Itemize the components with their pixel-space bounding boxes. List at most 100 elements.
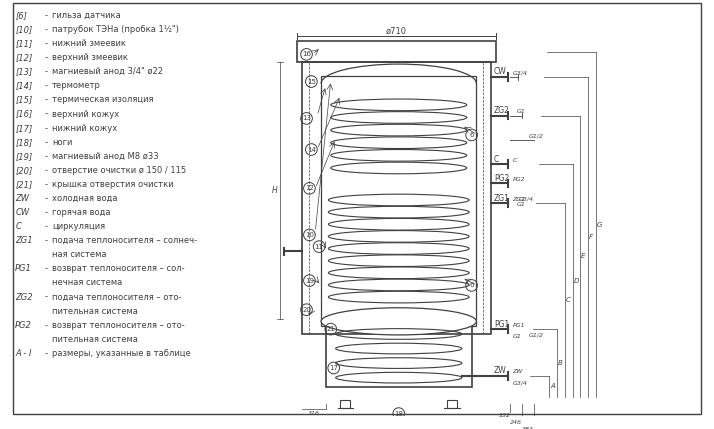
Text: крышка отверстия очистки: крышка отверстия очистки — [52, 180, 174, 189]
Text: ноги: ноги — [52, 138, 73, 147]
Text: -: - — [44, 166, 47, 175]
Text: G1: G1 — [517, 202, 526, 207]
Text: -: - — [44, 96, 47, 105]
Text: [19]: [19] — [15, 152, 33, 161]
Text: 6: 6 — [469, 132, 474, 138]
Text: PG1: PG1 — [15, 264, 32, 273]
Bar — [297, 41, 496, 62]
Text: G1/2: G1/2 — [529, 332, 544, 338]
Text: -: - — [44, 11, 47, 20]
Text: G3/4: G3/4 — [513, 70, 528, 76]
Text: PG1: PG1 — [494, 320, 509, 329]
Text: 6: 6 — [469, 282, 474, 288]
Text: [20]: [20] — [15, 166, 33, 175]
Text: термометр: термометр — [52, 82, 101, 91]
Text: -: - — [44, 222, 47, 231]
Text: -: - — [44, 293, 47, 302]
Text: [17]: [17] — [15, 124, 33, 133]
Text: -: - — [44, 194, 47, 203]
Text: ZG2: ZG2 — [15, 293, 33, 302]
Text: ная система: ная система — [52, 251, 106, 260]
Text: G: G — [597, 222, 602, 228]
Text: B: B — [558, 360, 563, 366]
Text: 12: 12 — [305, 185, 314, 191]
Text: верхний кожух: верхний кожух — [52, 109, 119, 118]
Text: G1/2: G1/2 — [529, 133, 544, 139]
Text: [14]: [14] — [15, 82, 33, 91]
Bar — [321, 76, 476, 326]
Text: 17: 17 — [329, 365, 338, 371]
Text: CW: CW — [494, 67, 507, 76]
Text: [16]: [16] — [15, 109, 33, 118]
Text: ZG2: ZG2 — [494, 106, 510, 115]
Text: нижний кожух: нижний кожух — [52, 124, 117, 133]
Text: ZW: ZW — [15, 194, 29, 203]
Text: E: E — [581, 253, 585, 259]
Text: [12]: [12] — [15, 53, 33, 62]
Text: 316: 316 — [308, 411, 321, 416]
Text: A - I: A - I — [15, 349, 31, 358]
Text: подача теплоносителя – солнеч-: подача теплоносителя – солнеч- — [52, 236, 197, 245]
Text: ø710: ø710 — [386, 27, 407, 36]
Text: отверстие очистки ø 150 / 115: отверстие очистки ø 150 / 115 — [52, 166, 186, 175]
Text: 11: 11 — [315, 244, 323, 250]
Text: -: - — [44, 53, 47, 62]
Text: [10]: [10] — [15, 25, 33, 34]
Text: D: D — [573, 278, 579, 284]
Text: 18: 18 — [394, 411, 403, 417]
Text: патрубок ТЭНа (пробка 1½"): патрубок ТЭНа (пробка 1½") — [52, 25, 179, 34]
Text: F: F — [589, 234, 593, 240]
Text: G1: G1 — [517, 109, 526, 114]
Text: PG2: PG2 — [494, 174, 509, 183]
Text: A: A — [550, 384, 555, 390]
Text: 19: 19 — [305, 278, 314, 284]
Text: 13: 13 — [302, 115, 311, 121]
Text: 21: 21 — [326, 326, 336, 332]
Text: ZW: ZW — [513, 369, 523, 375]
Text: подача теплоносителя – ото-: подача теплоносителя – ото- — [52, 293, 181, 302]
Text: C: C — [15, 222, 21, 231]
Text: циркуляция: циркуляция — [52, 222, 105, 231]
Text: -: - — [44, 349, 47, 358]
Text: G3/4: G3/4 — [513, 381, 528, 386]
Text: PG2: PG2 — [15, 321, 32, 330]
Text: 132: 132 — [498, 413, 511, 418]
Text: 16: 16 — [302, 51, 311, 57]
Text: -: - — [44, 264, 47, 273]
Text: 246: 246 — [511, 420, 522, 425]
Text: C: C — [513, 158, 517, 163]
Text: -: - — [44, 180, 47, 189]
Text: возврат теплоносителя – сол-: возврат теплоносителя – сол- — [52, 264, 185, 273]
Text: G3/4: G3/4 — [519, 196, 534, 202]
Text: возврат теплоносителя – ото-: возврат теплоносителя – ото- — [52, 321, 185, 330]
Bar — [326, 320, 471, 387]
Text: [18]: [18] — [15, 138, 33, 147]
Text: -: - — [44, 138, 47, 147]
Text: C: C — [565, 297, 570, 303]
Text: нечная система: нечная система — [52, 278, 122, 287]
Text: -: - — [44, 208, 47, 217]
Text: G1: G1 — [513, 334, 521, 339]
Text: -: - — [44, 25, 47, 34]
Text: ZG1: ZG1 — [513, 196, 526, 202]
Text: -: - — [44, 82, 47, 91]
Text: [15]: [15] — [15, 96, 33, 105]
Text: нижний змеевик: нижний змеевик — [52, 39, 126, 48]
Text: CW: CW — [15, 208, 29, 217]
Text: ZG1: ZG1 — [15, 236, 33, 245]
Text: -: - — [44, 124, 47, 133]
Text: [11]: [11] — [15, 39, 33, 48]
Text: -: - — [44, 236, 47, 245]
Text: холодная вода: холодная вода — [52, 194, 118, 203]
Text: C: C — [494, 155, 499, 164]
Text: 10: 10 — [305, 232, 314, 238]
Text: -: - — [44, 152, 47, 161]
Text: H: H — [271, 186, 277, 195]
Text: гильза датчика: гильза датчика — [52, 11, 121, 20]
Text: -: - — [44, 39, 47, 48]
Text: верхний змеевик: верхний змеевик — [52, 53, 128, 62]
Text: 383: 383 — [522, 426, 534, 429]
Text: -: - — [44, 321, 47, 330]
Text: размеры, указанные в таблице: размеры, указанные в таблице — [52, 349, 191, 358]
Text: ZW: ZW — [494, 366, 507, 375]
